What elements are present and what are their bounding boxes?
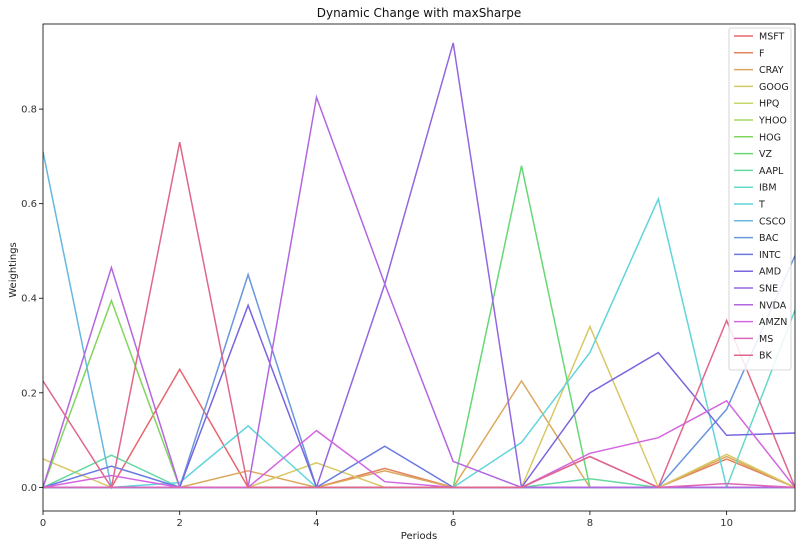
legend-label-nvda: NVDA: [759, 300, 787, 311]
legend-label-f: F: [759, 48, 764, 59]
legend-label-t: T: [758, 200, 765, 211]
series-line-csco: [43, 151, 795, 489]
legend-label-csco: CSCO: [759, 216, 786, 227]
y-tick-label: 0.2: [21, 388, 37, 399]
y-axis-title: Weightings: [8, 242, 19, 298]
legend-label-amzn: AMZN: [759, 317, 787, 328]
legend-box: [728, 27, 792, 371]
legend-label-vz: VZ: [759, 149, 772, 160]
legend-label-bk: BK: [759, 351, 773, 362]
y-tick-label: 0.4: [21, 294, 37, 305]
legend-label-goog: GOOG: [759, 82, 789, 93]
legend-label-hog: HOG: [759, 132, 781, 143]
legend-label-bac: BAC: [759, 233, 779, 244]
series-line-goog: [43, 324, 795, 489]
x-tick-label: 2: [177, 518, 183, 529]
ticks-layer: 0 2 4 6 8 10 0.0 0.2 0.4 0.6 0.8: [21, 105, 733, 529]
series-layer: [43, 42, 795, 490]
y-tick-label: 0.6: [21, 199, 37, 210]
legend: MSFT F CRAY GOOG HPQ YHOO HOG VZ AAPL IBM T CSCO BAC…: [728, 27, 792, 371]
legend-label-ibm: IBM: [759, 183, 777, 194]
x-tick-label: 10: [720, 518, 733, 529]
x-tick-label: 8: [587, 518, 593, 529]
x-tick-label: 0: [40, 518, 46, 529]
plot-frame: [42, 23, 796, 512]
series-line-amzn: [43, 399, 795, 489]
x-tick-label: 4: [313, 518, 319, 529]
chart-title: Dynamic Change with maxSharpe: [317, 6, 521, 20]
legend-label-msft: MSFT: [759, 32, 785, 43]
legend-label-amd: AMD: [759, 267, 781, 278]
series-line-intc: [43, 445, 795, 489]
y-tick-label: 0.8: [21, 105, 37, 116]
series-line-vz: [43, 165, 795, 489]
legend-label-aapl: AAPL: [759, 166, 784, 177]
legend-label-ms: MS: [759, 334, 773, 345]
series-line-t: [43, 196, 795, 489]
series-line-bk: [43, 142, 795, 490]
legend-label-yhoo: YHOO: [758, 116, 787, 127]
legend-label-cray: CRAY: [759, 65, 784, 76]
legend-label-intc: INTC: [759, 250, 781, 261]
x-axis-title: Periods: [401, 531, 437, 542]
legend-label-sne: SNE: [759, 284, 778, 295]
series-line-cray: [43, 379, 795, 489]
legend-label-hpq: HPQ: [759, 99, 779, 110]
x-tick-label: 6: [450, 518, 456, 529]
y-tick-label: 0.0: [21, 483, 37, 494]
